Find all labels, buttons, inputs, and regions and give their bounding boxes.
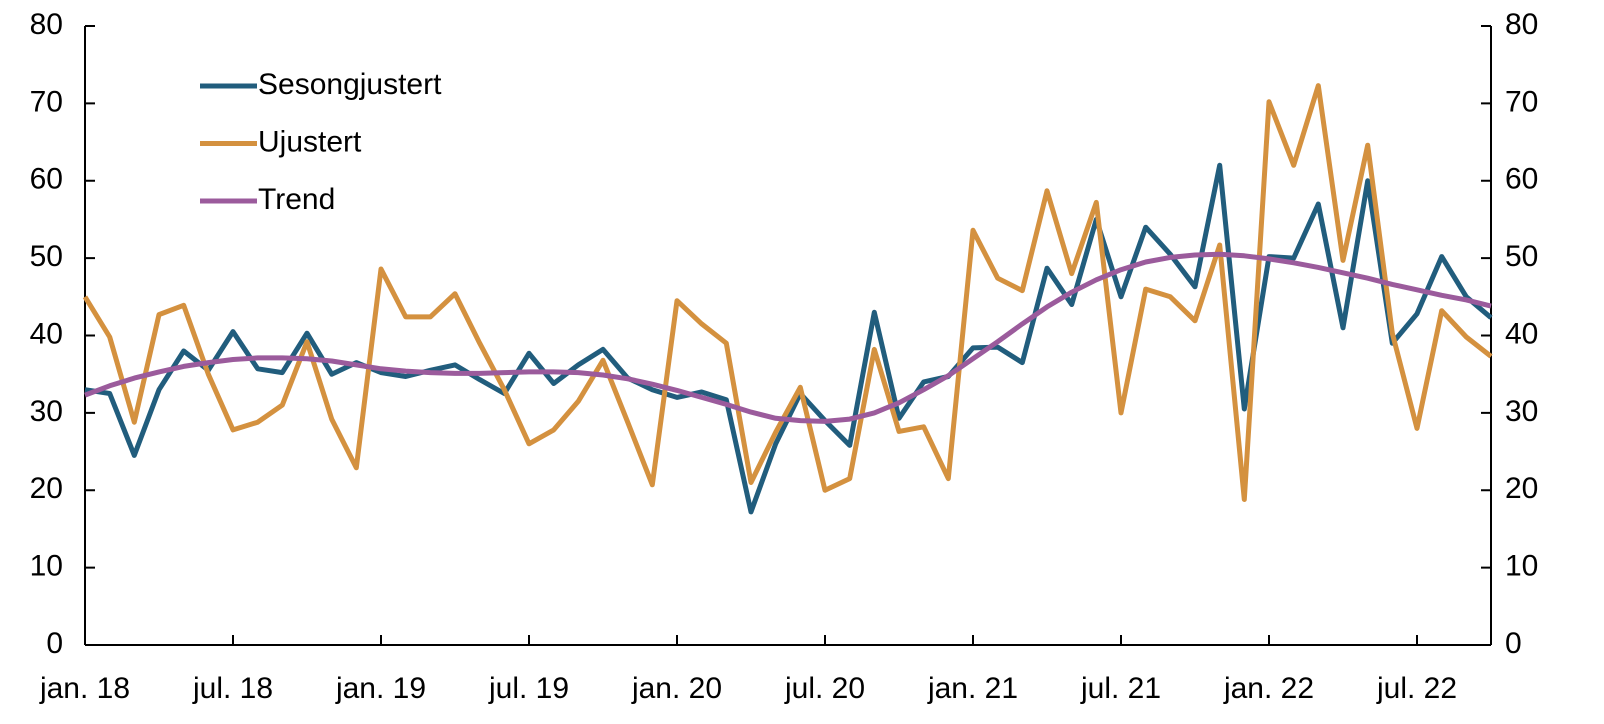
x-tick-label: jan. 21 bbox=[927, 672, 1018, 705]
series-line bbox=[84, 162, 1493, 515]
y2-tick-label: 20 bbox=[1505, 472, 1538, 505]
legend-label: Trend bbox=[258, 183, 335, 216]
y2-tick-label: 50 bbox=[1505, 240, 1538, 273]
x-tick-label: jul. 21 bbox=[1080, 672, 1161, 705]
x-tick-label: jan. 19 bbox=[335, 672, 426, 705]
y-tick-label: 0 bbox=[46, 627, 63, 660]
legend-label: Sesongjustert bbox=[258, 68, 442, 101]
y2-tick-label: 10 bbox=[1505, 550, 1538, 583]
x-tick-label: jan. 18 bbox=[39, 672, 130, 705]
y2-tick-label: 40 bbox=[1505, 317, 1538, 350]
x-tick-label: jan. 22 bbox=[1223, 672, 1314, 705]
y-tick-label: 60 bbox=[30, 163, 63, 196]
x-tick-label: jul. 20 bbox=[784, 672, 865, 705]
legend-label: Ujustert bbox=[258, 125, 362, 158]
y-tick-label: 10 bbox=[30, 550, 63, 583]
y2-tick-label: 70 bbox=[1505, 85, 1538, 118]
y-tick-label: 70 bbox=[30, 85, 63, 118]
y2-tick-label: 80 bbox=[1505, 8, 1538, 41]
series-line bbox=[84, 251, 1492, 424]
y-tick-label: 50 bbox=[30, 240, 63, 273]
x-tick-label: jul. 18 bbox=[192, 672, 273, 705]
y2-tick-label: 30 bbox=[1505, 395, 1538, 428]
x-tick-label: jul. 19 bbox=[488, 672, 569, 705]
y2-tick-label: 0 bbox=[1505, 627, 1522, 660]
y2-tick-label: 60 bbox=[1505, 163, 1538, 196]
y-tick-label: 40 bbox=[30, 317, 63, 350]
y-tick-label: 30 bbox=[30, 395, 63, 428]
x-tick-label: jul. 22 bbox=[1376, 672, 1457, 705]
y-tick-label: 20 bbox=[30, 472, 63, 505]
series-line bbox=[82, 83, 1493, 502]
x-tick-label: jan. 20 bbox=[631, 672, 722, 705]
y-tick-label: 80 bbox=[30, 8, 63, 41]
